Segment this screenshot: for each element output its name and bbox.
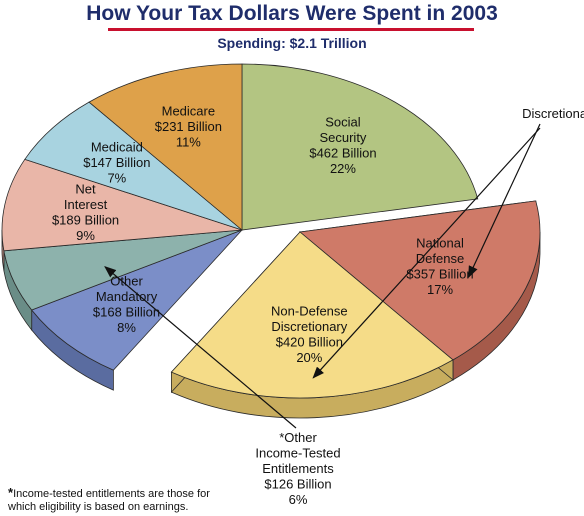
discretionary-arrow-non-defense-discretionary bbox=[312, 127, 541, 379]
title-underline bbox=[108, 28, 474, 31]
slice-social-security bbox=[241, 63, 479, 231]
slice-non-defense-discretionary bbox=[170, 231, 454, 399]
footnote-text: Income-tested entitlements are those for… bbox=[8, 488, 210, 513]
slice-label-social-security: Social Security $462 Billion 22% bbox=[309, 114, 376, 176]
chart-title: How Your Tax Dollars Were Spent in 2003 bbox=[86, 2, 498, 25]
discretionary-arrow-national-defense bbox=[468, 123, 541, 279]
pie-tops bbox=[1, 63, 541, 399]
slice-label-medicare: Medicare $231 Billion 11% bbox=[155, 103, 222, 149]
slice-label-non-defense-discretionary: Non-Defense Discretionary $420 Billion 20% bbox=[271, 303, 348, 365]
other-entitlements-label: *Other Income-Tested Entitlements $126 Bill… bbox=[255, 430, 340, 507]
slice-label-medicaid: Medicaid $147 Billion 7% bbox=[83, 139, 150, 185]
slice-labels: Social Security $462 Billion 22% National Def… bbox=[52, 103, 474, 365]
footnote: *Income-tested entitlements are those fo… bbox=[8, 486, 240, 514]
slice-national-defense bbox=[299, 200, 541, 361]
slice-other-mandatory bbox=[31, 229, 243, 371]
annotations: Discretionary *OtherIncome-TestedEntitlem… bbox=[104, 106, 584, 507]
other-entitlements-arrow bbox=[104, 266, 297, 429]
slice-net-interest bbox=[1, 158, 243, 252]
footnote-star: * bbox=[8, 485, 14, 500]
discretionary-label: Discretionary bbox=[522, 106, 584, 121]
chart-subtitle: Spending: $2.1 Trillion bbox=[217, 35, 367, 51]
slice-medicare bbox=[88, 63, 243, 231]
slice-medicaid bbox=[24, 101, 243, 231]
slice-label-national-defense: National Defense $357 Billion 17% bbox=[406, 236, 473, 298]
slice-label-net-interest: Net Interest $189 Billion 9% bbox=[52, 182, 119, 244]
